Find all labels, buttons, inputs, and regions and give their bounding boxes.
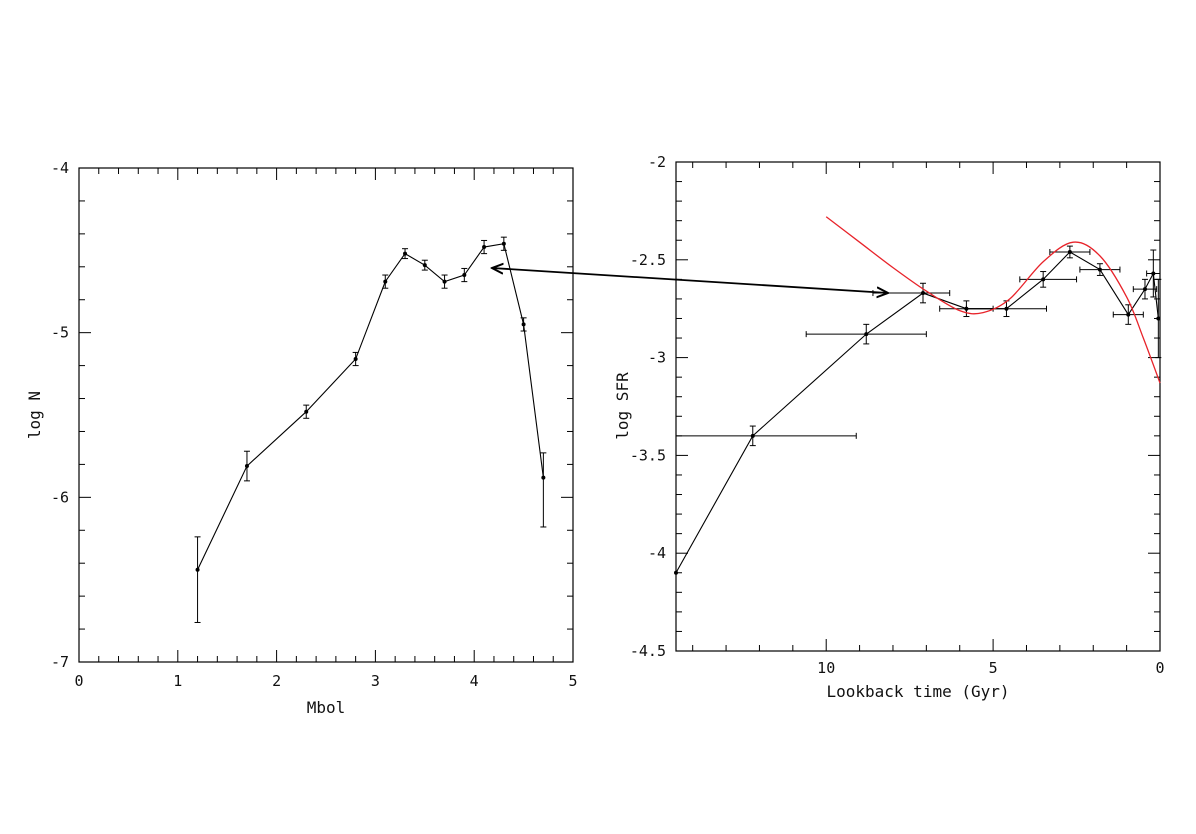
left-axis-ticks bbox=[78, 167, 574, 663]
left-x-axis-label: Mbol bbox=[307, 698, 346, 717]
data-point bbox=[1067, 249, 1072, 254]
x-tick-label: 10 bbox=[817, 659, 835, 677]
data-point bbox=[422, 263, 427, 268]
y-tick-label: -3.5 bbox=[630, 446, 666, 464]
y-tick-label: -4 bbox=[648, 544, 666, 562]
left-plot-frame bbox=[78, 167, 574, 663]
x-tick-label: 4 bbox=[470, 672, 479, 690]
left-y-tick-labels: -7 -6 -5 -4 bbox=[51, 159, 69, 671]
right-axis-ticks bbox=[676, 161, 1161, 652]
y-tick-label: -7 bbox=[51, 653, 69, 671]
data-point bbox=[1097, 267, 1102, 272]
y-tick-label: -2 bbox=[648, 153, 666, 171]
data-point bbox=[1151, 271, 1156, 276]
data-point bbox=[864, 332, 869, 337]
data-point bbox=[383, 279, 388, 284]
data-point bbox=[1004, 306, 1009, 311]
data-point bbox=[304, 409, 309, 414]
left-x-tick-labels: 0 1 2 3 4 5 bbox=[74, 672, 577, 690]
x-tick-label: 1 bbox=[173, 672, 182, 690]
data-point bbox=[1142, 287, 1147, 292]
right-y-axis-label: log SFR bbox=[613, 372, 632, 440]
x-tick-label: 3 bbox=[371, 672, 380, 690]
right-model-curve bbox=[825, 216, 1161, 384]
data-point bbox=[1041, 277, 1046, 282]
x-tick-label: 5 bbox=[568, 672, 577, 690]
data-point bbox=[964, 306, 969, 311]
data-point bbox=[1156, 316, 1161, 321]
y-tick-label: -5 bbox=[51, 324, 69, 342]
right-plot-panel: 10 5 0 -4.5 -4 -3.5 -3 -2.5 -2 Lookback time (G… bbox=[613, 153, 1165, 701]
data-point bbox=[521, 322, 526, 327]
left-data-points bbox=[195, 241, 546, 572]
x-tick-label: 0 bbox=[1155, 659, 1164, 677]
y-tick-label: -4 bbox=[51, 159, 69, 177]
left-series-line bbox=[197, 243, 544, 571]
y-tick-label: -3 bbox=[648, 349, 666, 367]
data-point bbox=[750, 433, 755, 438]
right-error-bars bbox=[675, 245, 1162, 447]
right-plot-frame bbox=[675, 161, 1161, 652]
data-point bbox=[442, 279, 447, 284]
data-point bbox=[541, 475, 546, 480]
data-point bbox=[244, 464, 249, 469]
data-point bbox=[195, 567, 200, 572]
data-point bbox=[674, 570, 678, 575]
right-data-points bbox=[674, 249, 1161, 575]
left-y-axis-label: log N bbox=[25, 391, 44, 439]
y-tick-label: -6 bbox=[51, 488, 69, 506]
data-point bbox=[403, 251, 408, 256]
data-point bbox=[501, 241, 506, 246]
right-y-tick-labels: -4.5 -4 -3.5 -3 -2.5 -2 bbox=[630, 153, 666, 660]
connecting-double-arrow bbox=[492, 268, 888, 293]
x-tick-label: 5 bbox=[989, 659, 998, 677]
data-point bbox=[482, 245, 487, 250]
data-point bbox=[1126, 312, 1131, 317]
y-tick-label: -2.5 bbox=[630, 251, 666, 269]
left-plot-panel: 0 1 2 3 4 5 -7 -6 -5 -4 Mbol log N bbox=[25, 159, 578, 717]
y-tick-label: -4.5 bbox=[630, 642, 666, 660]
x-tick-label: 0 bbox=[74, 672, 83, 690]
data-point bbox=[921, 291, 926, 296]
right-x-tick-labels: 10 5 0 bbox=[817, 659, 1164, 677]
right-x-axis-label: Lookback time (Gyr) bbox=[826, 682, 1009, 701]
x-tick-label: 2 bbox=[272, 672, 281, 690]
data-point bbox=[353, 357, 358, 362]
right-series-line bbox=[675, 251, 1159, 574]
data-point bbox=[462, 273, 467, 278]
left-error-bars bbox=[194, 236, 547, 623]
